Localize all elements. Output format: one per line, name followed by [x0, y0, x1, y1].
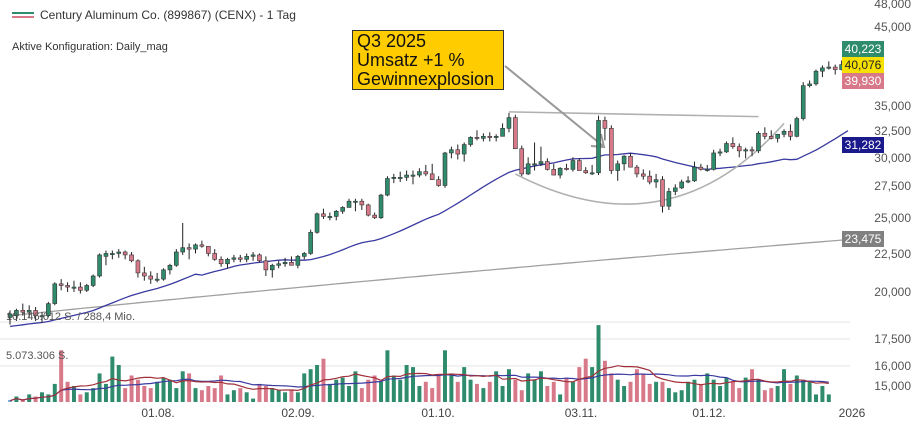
- annotation-line-1: Q3 2025: [357, 31, 427, 51]
- date-tick-label: 02.09.: [281, 406, 315, 420]
- ma-short-badge: 31,282: [842, 137, 884, 153]
- price-tick-label: 35,000: [874, 99, 911, 113]
- price-tick-label: 22,500: [874, 247, 911, 261]
- low-price-badge: 39,930: [842, 73, 884, 89]
- legend-swatch-icon: [12, 12, 34, 18]
- volume-total-label: 10.146.612 S. / 288,4 Mio.: [6, 311, 136, 323]
- price-tick-label: 17,500: [874, 332, 911, 346]
- last-price-badge: 40,076: [842, 57, 884, 73]
- earnings-annotation-box: Q3 2025 Umsatz +1 % Gewinnexplosion: [352, 30, 504, 90]
- chart-title: Century Aluminum Co. (899867) (CENX) - 1…: [40, 8, 296, 22]
- volume-average-label: 5.073.306 S.: [6, 350, 69, 362]
- price-tick-label: 15,000: [874, 379, 911, 393]
- price-tick-label: 20,000: [874, 285, 911, 299]
- price-tick-label: 48,000: [874, 0, 911, 11]
- date-tick-label: 01.10.: [421, 406, 455, 420]
- annotation-line-2: Umsatz +1 %: [357, 50, 465, 70]
- date-tick-label: 03.11.: [564, 406, 598, 420]
- ma-long-badge: 23,475: [842, 231, 884, 247]
- price-tick-label: 30,000: [874, 151, 911, 165]
- active-configuration: Aktive Konfiguration: Daily_mag: [12, 41, 168, 53]
- chart-legend: Century Aluminum Co. (899867) (CENX) - 1…: [12, 8, 296, 22]
- date-tick-label: 01.12.: [692, 406, 726, 420]
- date-tick-label: 2026: [838, 406, 866, 420]
- price-tick-label: 27,500: [874, 179, 911, 193]
- price-tick-label: 32,500: [874, 124, 911, 138]
- price-tick-label: 16,000: [874, 359, 911, 373]
- price-tick-label: 25,000: [874, 211, 911, 225]
- high-price-badge: 40,223: [842, 41, 884, 57]
- annotation-line-3: Gewinnexplosion: [357, 69, 495, 89]
- price-tick-label: 45,000: [874, 20, 911, 34]
- date-tick-label: 01.08.: [141, 406, 175, 420]
